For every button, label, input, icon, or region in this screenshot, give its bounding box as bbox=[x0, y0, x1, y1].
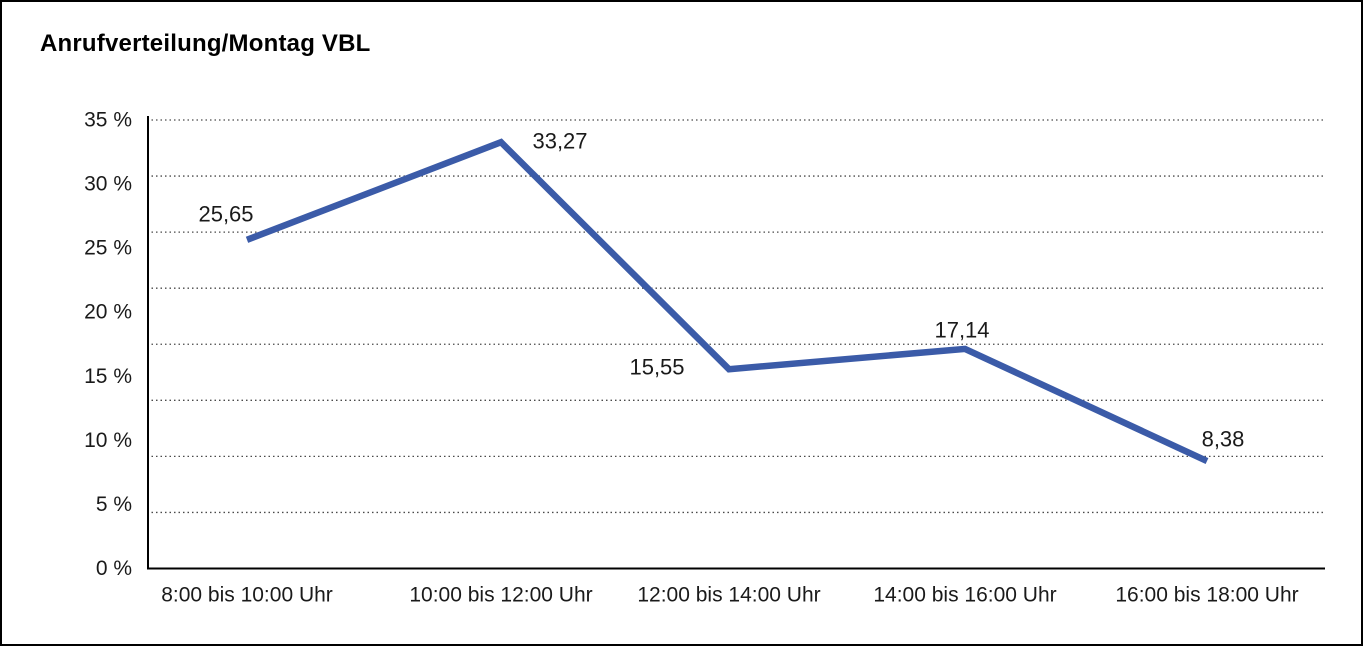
x-category-label: 12:00 bis 14:00 Uhr bbox=[637, 584, 820, 607]
data-value-label: 25,65 bbox=[198, 201, 253, 226]
data-value-label: 33,27 bbox=[532, 129, 587, 154]
y-tick-label: 15 % bbox=[84, 365, 132, 388]
data-value-label: 17,14 bbox=[934, 317, 989, 342]
x-category-label: 14:00 bis 16:00 Uhr bbox=[873, 584, 1056, 607]
y-tick-label: 25 % bbox=[84, 237, 132, 260]
x-category-label: 10:00 bis 12:00 Uhr bbox=[409, 584, 592, 607]
y-tick-label: 0 % bbox=[96, 557, 132, 580]
y-tick-label: 30 % bbox=[84, 173, 132, 196]
series-line bbox=[245, 138, 1209, 465]
y-tick-label: 10 % bbox=[84, 429, 132, 452]
y-tick-label: 35 % bbox=[84, 109, 132, 132]
y-tick-label: 5 % bbox=[96, 493, 132, 516]
y-tick-label: 20 % bbox=[84, 301, 132, 324]
x-category-label: 8:00 bis 10:00 Uhr bbox=[161, 584, 333, 607]
chart-title: Anrufverteilung/Montag VBL bbox=[40, 30, 371, 57]
data-value-label: 8,38 bbox=[1202, 427, 1245, 452]
x-category-label: 16:00 bis 18:00 Uhr bbox=[1115, 584, 1298, 607]
data-value-label: 15,55 bbox=[629, 355, 684, 380]
